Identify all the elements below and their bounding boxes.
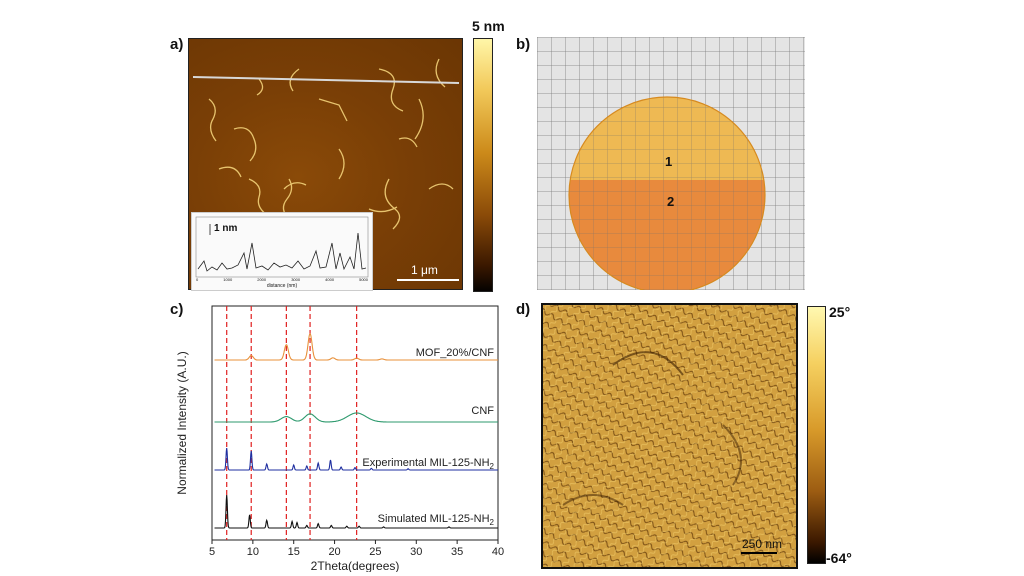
panel-b-label: b) (516, 36, 531, 53)
height-profile-inset: 1 nm 0 1000 2000 3000 4000 5000 distance… (191, 212, 373, 291)
height-profile-plot (195, 216, 369, 278)
film-photo-drawing (537, 37, 805, 290)
colorbar-height (473, 38, 493, 292)
x-tick-label: 35 (451, 546, 463, 558)
colorbar-a-max-label: 5 nm (472, 18, 505, 34)
x-tick-label: 20 (328, 546, 340, 558)
series-line (214, 412, 498, 423)
region-2-label: 2 (667, 194, 675, 209)
x-tick-label: 5 (209, 546, 215, 558)
series-label: MOF_20%/CNF (416, 347, 495, 359)
series-label: Simulated MIL-125-NH2 (378, 513, 495, 527)
x-tick-label: 25 (369, 546, 381, 558)
film-photo: 1 2 (537, 37, 805, 290)
inset-xlabel: distance (nm) (266, 283, 298, 289)
x-tick-label: 30 (410, 546, 422, 558)
y-axis-label: Normalized Intensity (A.U.) (175, 351, 189, 494)
panel-a-label: a) (170, 36, 184, 53)
scale-bar-d-label: 250 nm (742, 537, 783, 551)
x-tick-label: 15 (288, 546, 300, 558)
scale-bar-a-label: 1 μm (411, 263, 438, 277)
inset-tick: 4000 (325, 277, 335, 282)
inset-tick: 1000 (223, 277, 233, 282)
inset-tick: 2000 (257, 277, 267, 282)
series-label: CNF (471, 405, 494, 417)
colorbar-d-max-label: 25° (829, 304, 851, 320)
nanofiber-texture (192, 58, 460, 242)
region-1-label: 1 (665, 154, 673, 169)
inset-tick: 5000 (359, 277, 368, 282)
series-label: Experimental MIL-125-NH2 (362, 457, 494, 471)
x-axis-label: 2Theta(degrees) (311, 559, 400, 572)
inset-ticks: 0 1000 2000 3000 4000 5000 (196, 277, 368, 282)
phase-texture (543, 305, 796, 567)
x-tick-label: 40 (492, 546, 504, 558)
panel-c-label: c) (170, 301, 184, 318)
xrd-chart: MOF_20%/CNF CNF Experimental MIL-125-NH2 Si… (175, 305, 504, 572)
inset-tick: 0 (196, 277, 199, 282)
series-line (214, 494, 498, 529)
series-line (214, 333, 498, 361)
inset-tick: 3000 (291, 277, 301, 282)
scale-bar-d (741, 552, 777, 554)
panel-d-label: d) (516, 301, 531, 318)
series-label-subscript: 2 (490, 518, 495, 527)
x-tick-label: 10 (247, 546, 259, 558)
scale-bar-a (397, 279, 459, 281)
series-line (214, 447, 498, 471)
plot-frame (211, 305, 499, 541)
series-label-subscript: 2 (490, 462, 495, 471)
colorbar-d-min-label: -64° (826, 550, 852, 566)
colorbar-phase (807, 306, 826, 564)
afm-phase-image: 250 nm (541, 303, 798, 569)
inset-scale-label: 1 nm (214, 223, 238, 234)
